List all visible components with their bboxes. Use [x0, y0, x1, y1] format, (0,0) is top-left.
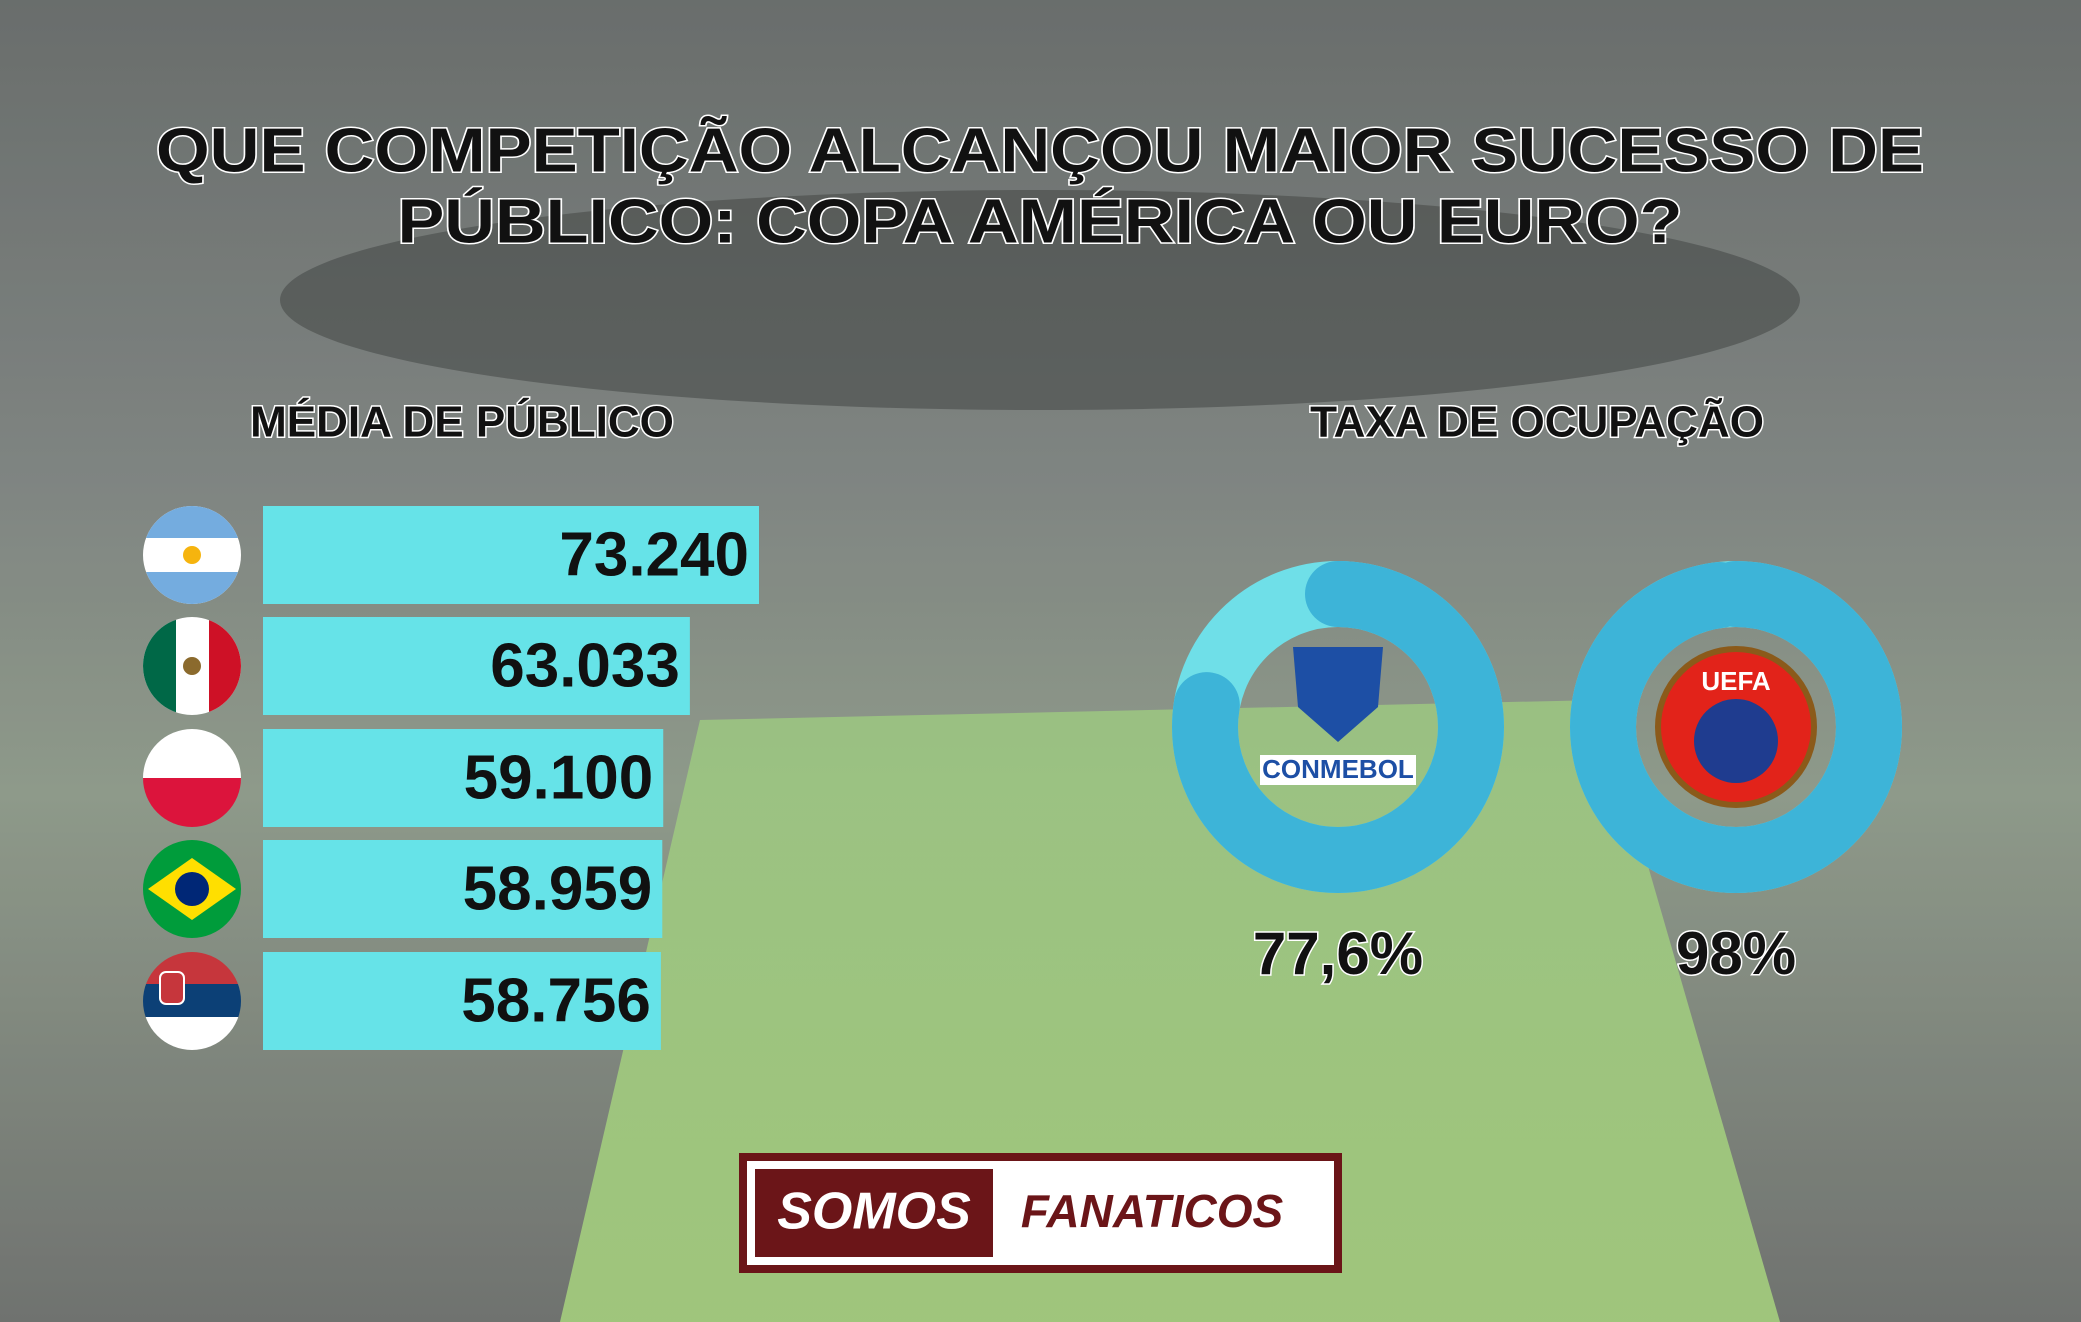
bar	[263, 506, 759, 604]
title-line: QUE COMPETIÇÃO ALCANÇOU MAIOR SUCESSO DE	[156, 116, 1924, 185]
bar-chart: 73.240 63.033 59.100 58.959 58.756	[263, 506, 759, 1050]
donut-arc	[1570, 561, 1902, 893]
donut-chart: CONMEBOL 77,6% UEFA 98%	[1172, 561, 1902, 988]
conmebol-band	[1260, 755, 1416, 785]
bar	[263, 617, 690, 715]
value-label: 58.959	[463, 854, 653, 923]
uefa-globe	[1694, 699, 1778, 783]
bar	[263, 729, 664, 827]
bar	[263, 952, 661, 1050]
logo-left-text: SOMOS	[777, 1183, 971, 1241]
brand-logo: SOMOS FANATICOS	[739, 1153, 1342, 1273]
logo-text: UEFA	[1701, 666, 1771, 696]
logo-text: CONMEBOL	[1262, 754, 1414, 784]
flag-brazil	[143, 840, 241, 938]
value-label: 63.033	[490, 631, 680, 700]
section-title: TAXA DE OCUPAÇÃO	[1310, 397, 1764, 447]
bar	[263, 840, 663, 938]
percent-label: 77,6%	[1253, 920, 1423, 987]
logo-left-panel	[755, 1169, 993, 1257]
title-line: PÚBLICO: COPA AMÉRICA OU EURO?	[398, 187, 1683, 256]
percent-label: 98%	[1676, 920, 1796, 987]
value-label: 58.756	[461, 966, 651, 1035]
donut-arc	[1172, 561, 1504, 893]
logo-right-text: FANATICOS	[1021, 1185, 1284, 1237]
section-title: MÉDIA DE PÚBLICO	[250, 397, 674, 447]
value-label: 59.100	[464, 743, 654, 812]
roof	[280, 190, 1800, 410]
value-label: 73.240	[559, 520, 749, 589]
conmebol-emblem	[1293, 647, 1383, 742]
